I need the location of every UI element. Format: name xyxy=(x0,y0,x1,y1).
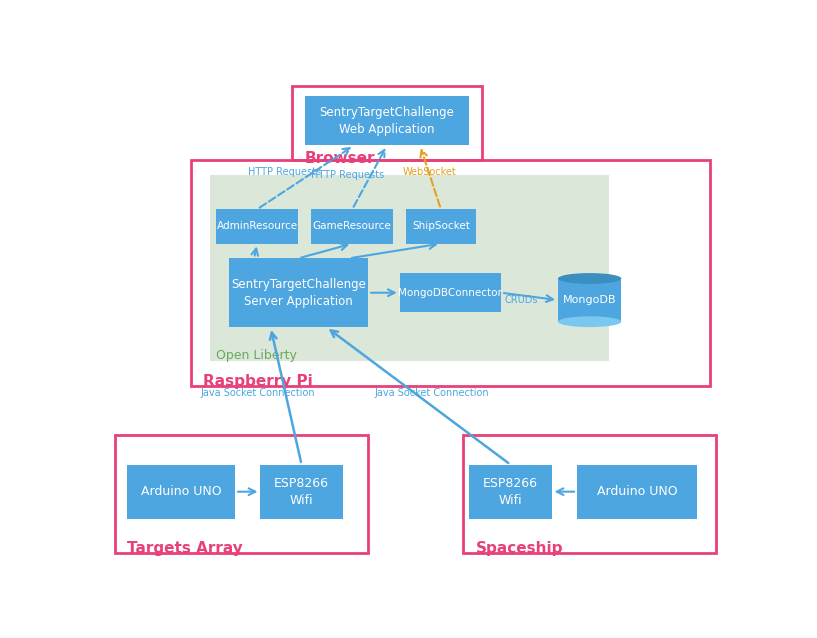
Text: ESP8266
Wifi: ESP8266 Wifi xyxy=(274,477,329,507)
Text: Java Socket Connection: Java Socket Connection xyxy=(200,389,315,398)
Text: HTTP Requests: HTTP Requests xyxy=(248,167,321,177)
FancyBboxPatch shape xyxy=(469,464,551,519)
FancyBboxPatch shape xyxy=(210,175,609,362)
Text: MongoDBConnector: MongoDBConnector xyxy=(399,288,502,298)
FancyBboxPatch shape xyxy=(216,209,298,244)
Text: Targets Array: Targets Array xyxy=(127,541,243,556)
Text: Open Liberty: Open Liberty xyxy=(216,349,297,362)
Text: SentryTargetChallenge
Server Application: SentryTargetChallenge Server Application xyxy=(231,278,366,308)
FancyBboxPatch shape xyxy=(261,464,343,519)
FancyBboxPatch shape xyxy=(406,209,475,244)
Text: SentryTargetChallenge
Web Application: SentryTargetChallenge Web Application xyxy=(319,106,454,136)
Text: Arduino UNO: Arduino UNO xyxy=(141,485,221,498)
FancyBboxPatch shape xyxy=(577,464,698,519)
Text: WebSocket: WebSocket xyxy=(403,167,457,177)
Text: Java Socket Connection: Java Socket Connection xyxy=(374,389,489,398)
Bar xyxy=(558,278,621,322)
Text: Arduino UNO: Arduino UNO xyxy=(597,485,677,498)
FancyBboxPatch shape xyxy=(127,464,235,519)
Text: Spaceship: Spaceship xyxy=(475,541,563,556)
FancyBboxPatch shape xyxy=(400,273,501,313)
FancyBboxPatch shape xyxy=(229,258,368,327)
Text: CRUDs: CRUDs xyxy=(504,295,538,305)
Ellipse shape xyxy=(558,273,622,284)
Text: Browser: Browser xyxy=(305,151,375,167)
Text: ESP8266
Wifi: ESP8266 Wifi xyxy=(483,477,538,507)
Text: GameResource: GameResource xyxy=(313,221,391,232)
Text: HTTP Requests: HTTP Requests xyxy=(311,170,384,180)
Text: ShipSocket: ShipSocket xyxy=(412,221,470,232)
FancyBboxPatch shape xyxy=(311,209,394,244)
Text: Raspberry Pi: Raspberry Pi xyxy=(203,374,313,389)
FancyBboxPatch shape xyxy=(305,96,469,145)
Ellipse shape xyxy=(558,316,622,327)
Text: AdminResource: AdminResource xyxy=(217,221,298,232)
Text: MongoDB: MongoDB xyxy=(563,295,616,305)
